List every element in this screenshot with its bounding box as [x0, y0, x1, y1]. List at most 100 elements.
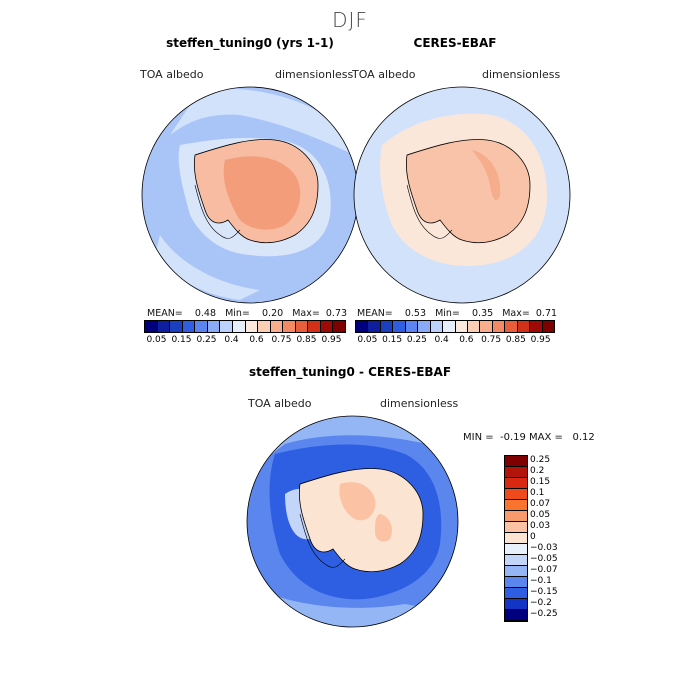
- colorbar-swatch: [157, 321, 171, 332]
- panel2-units: dimensionless: [482, 68, 561, 81]
- colorbar-tick-label: 0.15: [530, 476, 551, 487]
- colorbar-tick-label: 0.25: [530, 454, 551, 465]
- colorbar-swatch: [505, 511, 527, 522]
- colorbar-tick-label: 0.85: [296, 335, 317, 345]
- panel1-mean: 0.48: [194, 308, 217, 319]
- colorbar-swatch: [258, 321, 271, 332]
- panel2-colorbar: [355, 320, 555, 333]
- colorbar-swatch: [182, 321, 196, 332]
- panel1-title: steffen_tuning0 (yrs 1-1): [166, 36, 334, 50]
- colorbar-tick-label: 0.15: [382, 335, 403, 345]
- colorbar-tick-label: 0.95: [530, 335, 551, 345]
- colorbar-tick-label: 0.95: [321, 335, 342, 345]
- colorbar-swatch: [283, 321, 296, 332]
- colorbar-swatch: [308, 321, 321, 332]
- colorbar-swatch: [333, 321, 345, 332]
- colorbar-swatch: [505, 588, 527, 599]
- diff-min-label: MIN =: [463, 432, 494, 443]
- colorbar-swatch: [405, 321, 419, 332]
- panel2-map: [353, 86, 571, 304]
- diff-title: steffen_tuning0 - CERES-EBAF: [248, 365, 452, 379]
- colorbar-swatch: [505, 321, 518, 332]
- colorbar-swatch: [505, 555, 527, 566]
- colorbar-swatch: [380, 321, 394, 332]
- colorbar-tick-label: −0.25: [530, 608, 558, 619]
- colorbar-swatch: [393, 321, 406, 332]
- colorbar-swatch: [455, 321, 468, 332]
- colorbar-swatch: [505, 610, 527, 621]
- diff-colorbar: [504, 455, 528, 622]
- panel1-colorbar-ticks: 0.05 0.15 0.25 0.4 0.6 0.75 0.85 0.95: [144, 335, 344, 345]
- panel2-min-label: Min=: [435, 308, 460, 319]
- colorbar-swatch: [517, 321, 531, 332]
- colorbar-tick-label: 0.4: [224, 335, 239, 345]
- panel2-max: 0.71: [535, 308, 558, 319]
- panel1-light-band: [170, 88, 355, 155]
- colorbar-tick-label: 0.15: [171, 335, 192, 345]
- panel2-variable: TOA albedo: [352, 68, 416, 81]
- colorbar-swatch: [430, 321, 444, 332]
- diff-variable: TOA albedo: [248, 397, 312, 410]
- colorbar-swatch: [245, 321, 259, 332]
- colorbar-tick-label: −0.15: [530, 586, 558, 597]
- colorbar-swatch: [530, 321, 543, 332]
- colorbar-swatch: [505, 599, 527, 610]
- colorbar-swatch: [195, 321, 208, 332]
- colorbar-swatch: [505, 478, 527, 489]
- panel1-min: 0.20: [262, 308, 284, 319]
- colorbar-swatch: [505, 533, 527, 544]
- colorbar-tick-label: −0.05: [530, 553, 558, 564]
- panel2-max-label: Max=: [502, 308, 530, 319]
- colorbar-tick-label: 0.25: [196, 335, 217, 345]
- colorbar-tick-label: −0.03: [530, 542, 558, 553]
- colorbar-swatch: [232, 321, 246, 332]
- colorbar-swatch: [505, 577, 527, 588]
- colorbar-swatch: [320, 321, 334, 332]
- diff-max: 0.12: [572, 432, 595, 443]
- colorbar-swatch: [368, 321, 381, 332]
- panel2-mean: 0.53: [404, 308, 427, 319]
- colorbar-swatch: [505, 500, 527, 511]
- diff-map: [246, 415, 459, 628]
- colorbar-tick-label: 0.25: [406, 335, 427, 345]
- panel1-mean-label: MEAN=: [147, 308, 183, 319]
- colorbar-tick-label: 0.1: [530, 487, 545, 498]
- panel1-map: [141, 86, 359, 304]
- diff-units: dimensionless: [380, 397, 459, 410]
- colorbar-swatch: [505, 544, 527, 555]
- panel2-title: CERES-EBAF: [413, 36, 497, 50]
- colorbar-swatch: [295, 321, 309, 332]
- colorbar-swatch: [356, 321, 369, 332]
- colorbar-tick-label: 0.85: [505, 335, 526, 345]
- panel2-colorbar-ticks: 0.05 0.15 0.25 0.4 0.6 0.75 0.85 0.95: [355, 335, 553, 345]
- colorbar-tick-label: 0.2: [530, 465, 545, 476]
- colorbar-swatch: [505, 566, 527, 577]
- figure-title: DJF: [332, 8, 368, 32]
- colorbar-tick-label: 0.4: [434, 335, 449, 345]
- panel1-light-band: [155, 235, 260, 300]
- colorbar-swatch: [270, 321, 284, 332]
- panel1-min-label: Min=: [225, 308, 250, 319]
- diff-colorbar-ticks: 0.25 0.2 0.15 0.1 0.07 0.05 0.03 0 −0.03 −0.05 −0.…: [530, 455, 590, 620]
- colorbar-tick-label: 0: [530, 531, 536, 542]
- colorbar-swatch: [542, 321, 554, 332]
- panel1-units: dimensionless: [275, 68, 354, 81]
- colorbar-tick-label: 0.07: [530, 498, 551, 509]
- colorbar-swatch: [467, 321, 481, 332]
- panel2-min: 0.35: [472, 308, 494, 319]
- colorbar-tick-label: 0.75: [481, 335, 502, 345]
- colorbar-tick-label: 0.03: [530, 520, 551, 531]
- colorbar-tick-label: −0.2: [530, 597, 552, 608]
- panel2-antarctica: [405, 139, 531, 244]
- diff-min: -0.19: [499, 432, 526, 443]
- colorbar-swatch: [170, 321, 183, 332]
- colorbar-swatch: [505, 467, 527, 478]
- panel1-colorbar: [144, 320, 346, 333]
- colorbar-tick-label: 0.6: [249, 335, 264, 345]
- panel1-max-label: Max=: [292, 308, 320, 319]
- colorbar-tick-label: 0.05: [530, 509, 551, 520]
- colorbar-tick-label: 0.05: [357, 335, 378, 345]
- colorbar-tick-label: 0.05: [146, 335, 167, 345]
- colorbar-tick-label: 0.6: [459, 335, 474, 345]
- colorbar-swatch: [145, 321, 158, 332]
